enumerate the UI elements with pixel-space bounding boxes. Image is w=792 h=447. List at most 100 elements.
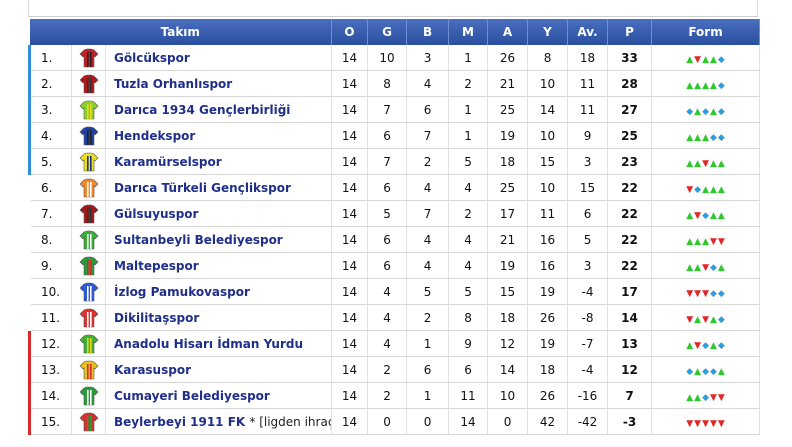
stat: 1 (406, 382, 450, 409)
stat: -4 (567, 356, 609, 383)
form-icon: ▲ (686, 80, 694, 91)
team-link[interactable]: Karamürselspor (114, 154, 222, 169)
form-icon: ▼ (686, 418, 694, 429)
form-icon: ▲ (717, 158, 725, 169)
stat: 10 (487, 382, 529, 409)
rank: 9. (29, 252, 72, 279)
form-icon: ▲ (686, 210, 694, 221)
form: ▼◆▲▲▲ (651, 174, 761, 201)
stat: 17 (487, 200, 529, 227)
stat: 14 (331, 148, 369, 175)
stat: 25 (487, 174, 529, 201)
stat: 14 (487, 356, 529, 383)
stat: 9 (567, 122, 609, 149)
team-link[interactable]: Tuzla Orhanlıspor (114, 76, 233, 91)
stat: 1 (448, 96, 489, 123)
stat: 16 (527, 252, 569, 279)
stat: 18 (527, 356, 569, 383)
form-icon: ▲ (686, 340, 694, 351)
team-link[interactable]: Maltepespor (114, 258, 199, 273)
stat: 6 (406, 96, 450, 123)
form: ◆▲◆▲◆ (651, 96, 761, 123)
form-icon: ▲ (694, 106, 702, 117)
team-link[interactable]: Beylerbeyi 1911 FK (114, 414, 246, 429)
stat: 0 (367, 408, 408, 435)
team-kit (79, 230, 98, 249)
team-link[interactable]: Cumayeri Belediyespor (114, 388, 270, 403)
stat: -8 (567, 304, 609, 331)
team-link[interactable]: Gölcükspor (114, 50, 190, 65)
stat: 5 (448, 278, 489, 305)
team-name: Karamürselspor (105, 148, 333, 175)
stat: 14 (331, 304, 369, 331)
form-icon: ◆ (702, 106, 709, 117)
form: ▲▼◆▲▲ (651, 200, 761, 227)
stat: 14 (331, 45, 369, 71)
form-icon: ▼ (702, 158, 709, 169)
team-link[interactable]: Hendekspor (114, 128, 196, 143)
team-link[interactable]: Anadolu Hisarı İdman Yurdu (114, 336, 303, 351)
stat: 13 (607, 330, 653, 357)
form-icon: ▲ (686, 158, 694, 169)
stat: 7 (406, 122, 450, 149)
team-kit (79, 204, 98, 223)
stat: -3 (607, 408, 653, 435)
form: ▼▲▼▲◆ (651, 304, 761, 331)
stat: 25 (607, 122, 653, 149)
stat: 8 (367, 70, 408, 97)
kit-cell (71, 174, 106, 201)
team-kit (79, 100, 98, 119)
form-icon: ▼ (686, 288, 694, 299)
kit-cell (71, 70, 106, 97)
team-kit (79, 178, 98, 197)
stat: 5 (367, 200, 408, 227)
team-link[interactable]: Dikilitaşspor (114, 310, 200, 325)
stat: 14 (527, 96, 569, 123)
team-link[interactable]: Darıca Türkeli Gençlikspor (114, 180, 291, 195)
form: ▲▲◆▼▼ (651, 382, 761, 409)
stat: 22 (607, 226, 653, 253)
stat: 3 (567, 252, 609, 279)
stat: 6 (367, 252, 408, 279)
team-link[interactable]: İzlog Pamukovaspor (114, 284, 250, 299)
stat: 6 (367, 226, 408, 253)
stat: 7 (607, 382, 653, 409)
stat: 7 (406, 200, 450, 227)
form-icon: ▼ (702, 314, 709, 325)
stat: 19 (487, 122, 529, 149)
form: ▲▲▼▲▲ (651, 148, 761, 175)
rank: 15. (28, 408, 72, 435)
form-icon: ▼ (709, 236, 717, 247)
stat: 14 (331, 174, 369, 201)
top-strip (28, 0, 758, 17)
stat: -16 (567, 382, 609, 409)
form-icon: ▲ (709, 210, 717, 221)
team-row: 13. Karasuspor 14 2 6 6 14 18 -4 12 ◆▲◆◆▲ (28, 356, 761, 383)
team-link[interactable]: Darıca 1934 Gençlerbirliği (114, 102, 291, 117)
rank: 11. (29, 304, 72, 331)
team-link[interactable]: Sultanbeyli Belediyespor (114, 232, 283, 247)
column-header: B (406, 19, 450, 45)
team-link[interactable]: Gülsuyuspor (114, 206, 199, 221)
kit-cell (71, 226, 106, 253)
stat: 26 (487, 45, 529, 71)
stat: 25 (487, 96, 529, 123)
stat: 12 (487, 330, 529, 357)
stat: 18 (487, 304, 529, 331)
kit-cell (71, 148, 106, 175)
stat: 5 (406, 278, 450, 305)
stat: 7 (367, 96, 408, 123)
team-link[interactable]: Karasuspor (114, 362, 191, 377)
rank: 5. (28, 148, 72, 175)
form-icon: ▼ (709, 418, 717, 429)
column-header: Av. (567, 19, 609, 45)
kit-cell (71, 304, 106, 331)
stat: 15 (567, 174, 609, 201)
form-icon: ▼ (717, 418, 725, 429)
stat: 14 (331, 382, 369, 409)
form-icon: ▲ (702, 184, 709, 195)
kit-cell (71, 252, 106, 279)
kit-cell (71, 356, 106, 383)
stat: 19 (527, 278, 569, 305)
